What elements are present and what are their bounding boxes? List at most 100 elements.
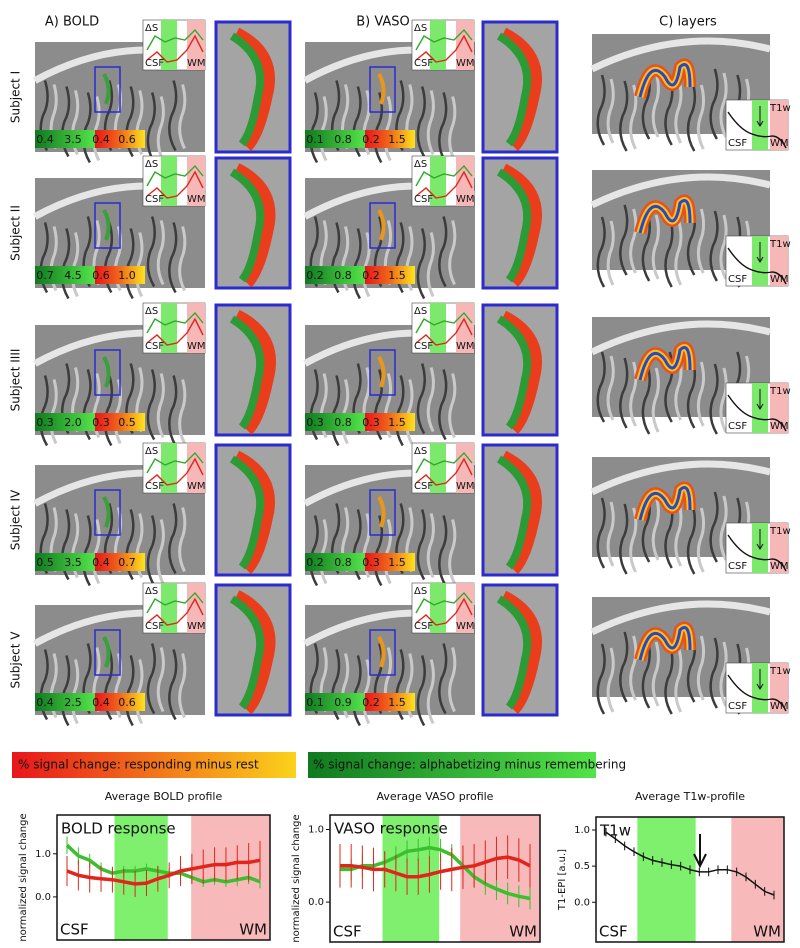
inset-wm-label: WM	[770, 561, 789, 572]
plot-frame	[329, 814, 541, 943]
chart-title: Average T1w-profile	[635, 790, 745, 803]
inset-wm-label: WM	[456, 621, 475, 632]
colorbar-label: 0.8	[334, 133, 352, 146]
inset-red-curve	[146, 597, 204, 626]
inset-green-curve	[146, 451, 204, 474]
gyrus	[674, 647, 683, 713]
gyrus	[92, 519, 101, 585]
colorbar-green	[35, 266, 95, 284]
inset-wm-label: WM	[187, 58, 206, 69]
roi-activation	[102, 636, 111, 668]
inset-red-curve	[415, 317, 473, 346]
colorbar-green	[35, 553, 95, 571]
gyrus	[651, 214, 660, 280]
inset-wm-band	[770, 523, 788, 573]
inset-gm-band	[430, 20, 446, 70]
gyrus	[156, 220, 165, 286]
roi-box	[369, 202, 396, 249]
inset-gm-band	[430, 443, 446, 493]
colorbar-green	[35, 130, 95, 148]
inset-wm-band	[770, 663, 788, 713]
sulcus	[709, 491, 719, 563]
roi-activation	[377, 209, 386, 241]
colorbar-red	[365, 130, 415, 148]
zoom-red-ribbon	[499, 163, 542, 287]
roi-activation	[377, 73, 386, 105]
skull-edge	[590, 460, 771, 496]
inset-wm-band	[456, 156, 474, 206]
gyrus	[674, 78, 683, 144]
sulcus	[641, 363, 651, 435]
colorbar-label: 0.2	[362, 696, 380, 709]
sulcus	[596, 497, 606, 569]
inset-delta-label: ΔS	[145, 446, 158, 457]
inset-csf-label: CSF	[728, 701, 747, 712]
plot-frame	[56, 814, 271, 941]
gyrus	[719, 72, 728, 138]
colorbar-label: 0.1	[306, 133, 324, 146]
inset-t1-curve	[727, 394, 787, 432]
inset-delta-label: ΔS	[414, 586, 427, 597]
colorbar-label: 0.8	[334, 269, 352, 282]
inset-wm-band	[456, 20, 474, 70]
colorbar-label: 0.6	[118, 133, 136, 146]
roi-activation	[377, 636, 386, 668]
gyrus	[135, 232, 144, 298]
inset-red-curve	[146, 317, 204, 346]
inset-t1-label: T1w	[769, 666, 791, 677]
colorbar-green	[305, 130, 365, 148]
sulcus	[596, 74, 606, 146]
gyrus	[71, 659, 80, 725]
colorbar-green	[35, 413, 95, 431]
inset-gm-band	[430, 156, 446, 206]
sulcus	[709, 637, 719, 709]
gyrus	[426, 367, 435, 433]
inset-t1-curve	[727, 247, 787, 285]
sulcus	[103, 375, 114, 447]
gyrus	[606, 501, 615, 567]
inset-arrow	[756, 669, 764, 690]
sulcus	[664, 643, 674, 715]
sulcus	[330, 375, 341, 447]
inset-gm-band	[161, 303, 177, 353]
y-tick-label: 1.0	[308, 825, 324, 836]
sulcus	[438, 643, 448, 715]
gyrus	[719, 367, 728, 433]
colorbar-red	[95, 553, 145, 571]
gyrus	[719, 495, 728, 561]
sulcus	[619, 503, 629, 575]
y-axis-label: normalized signal change	[291, 814, 302, 942]
inset-csf-label: CSF	[145, 481, 164, 492]
gyrus	[156, 373, 165, 439]
y-tick-label: 0.0	[574, 897, 590, 908]
profile-line	[605, 831, 775, 896]
colorbar-label: 1.5	[388, 269, 406, 282]
gyrus	[448, 647, 457, 713]
zoom-green-ribbon	[229, 32, 265, 147]
gyrus	[92, 96, 101, 162]
zoom-green-ribbon	[229, 168, 265, 283]
colorbar-red	[365, 693, 415, 711]
colorbar-label: 0.2	[362, 269, 380, 282]
skull-edge	[590, 37, 771, 73]
colorbar-label: 0.4	[92, 133, 110, 146]
sulcus	[416, 86, 426, 158]
gyrus	[448, 373, 457, 439]
inset-csf-label: CSF	[414, 341, 433, 352]
sulcus	[309, 92, 319, 164]
inset-wm-label: WM	[770, 138, 789, 149]
gyrus	[606, 647, 615, 713]
skull-edge	[590, 173, 771, 209]
gyrus	[319, 96, 328, 162]
layer-ribbon-inner	[638, 486, 692, 521]
inset-wm-band	[187, 303, 205, 353]
inset-wm-label: WM	[456, 58, 475, 69]
gyrus	[629, 208, 638, 274]
inset-green-curve	[146, 591, 204, 614]
sulcus	[168, 649, 178, 721]
colorbar-label: 0.7	[118, 556, 136, 569]
inset-green-curve	[415, 164, 473, 187]
inset-wm-band	[770, 100, 788, 150]
colorbar-red	[95, 266, 145, 284]
roi-box	[94, 629, 121, 676]
